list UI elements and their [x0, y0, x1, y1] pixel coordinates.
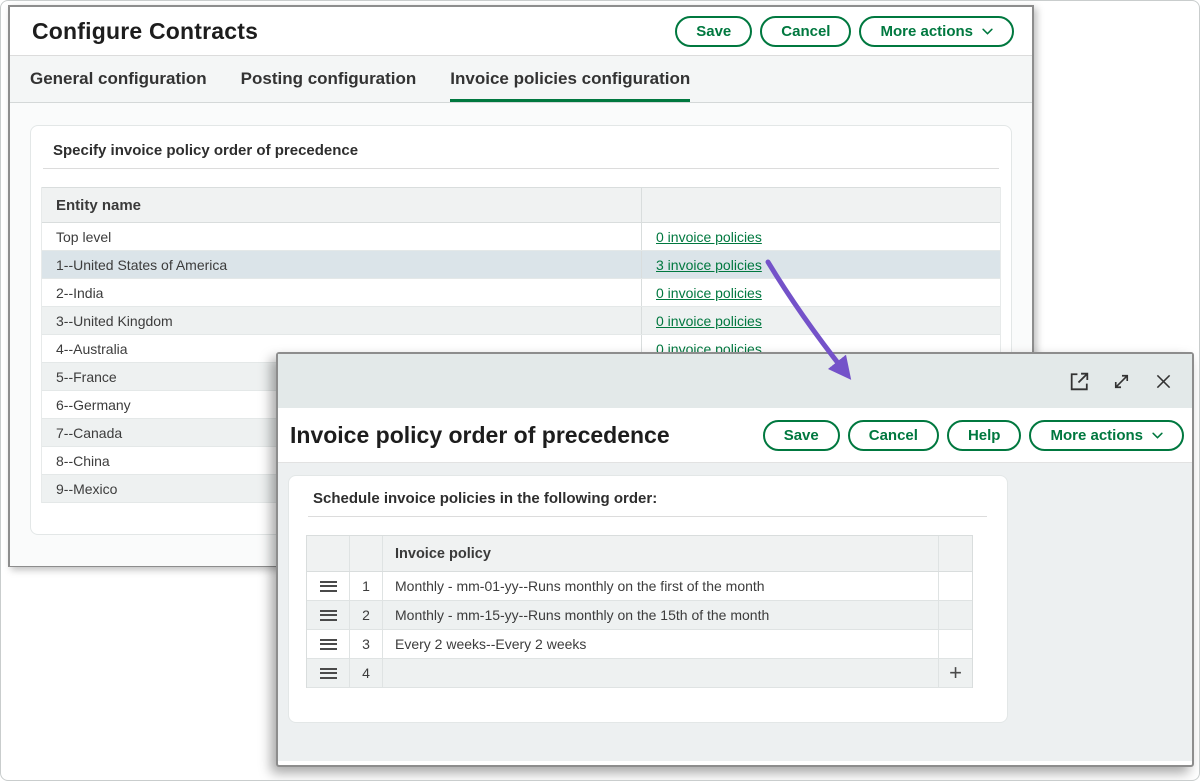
- entity-name-cell: 4--Australia: [56, 340, 128, 357]
- policy-table-header: Invoice policy: [307, 536, 972, 572]
- modal-title-bar: [278, 354, 1192, 408]
- entity-name-cell: Top level: [56, 228, 112, 245]
- drag-handle-icon: [319, 609, 337, 621]
- window-header: Configure Contracts Save Cancel More act…: [10, 7, 1032, 55]
- drag-handle-icon: [319, 580, 337, 592]
- policy-row: 3 Every 2 weeks--Every 2 weeks: [307, 630, 972, 659]
- drag-column-header: [307, 536, 349, 571]
- drag-handle[interactable]: [307, 572, 349, 600]
- order-number: 3: [349, 630, 382, 658]
- open-in-new-window-icon: [1070, 372, 1088, 390]
- table-row-selected: 1--United States of America 3 invoice po…: [42, 251, 1000, 279]
- modal-more-actions-button[interactable]: More actions: [1029, 419, 1184, 451]
- policy-name-cell[interactable]: Monthly - mm-01-yy--Runs monthly on the …: [382, 572, 938, 600]
- policy-name-cell[interactable]: [382, 659, 938, 687]
- invoice-policies-link[interactable]: 0 invoice policies: [656, 284, 762, 301]
- entity-name-cell: 8--China: [56, 452, 110, 469]
- entity-name-cell: 2--India: [56, 284, 104, 301]
- invoice-policies-link[interactable]: 0 invoice policies: [656, 312, 762, 329]
- invoice-policy-order-modal: Invoice policy order of precedence Save …: [276, 352, 1194, 767]
- entity-name-cell: 9--Mexico: [56, 480, 118, 497]
- drag-handle[interactable]: [307, 630, 349, 658]
- modal-more-actions-label: More actions: [1050, 426, 1143, 444]
- modal-help-button[interactable]: Help: [946, 419, 1022, 451]
- entity-name-cell: 6--Germany: [56, 396, 131, 413]
- drag-handle[interactable]: [307, 601, 349, 629]
- invoice-policies-link[interactable]: 0 invoice policies: [656, 228, 762, 245]
- order-number: 4: [349, 659, 382, 687]
- tab-general-configuration[interactable]: General configuration: [30, 69, 207, 88]
- section-title: Specify invoice policy order of preceden…: [53, 142, 359, 159]
- expand-diagonal-icon: [1114, 374, 1128, 388]
- entity-table-header: Entity name: [42, 187, 1000, 223]
- chevron-down-icon: [1152, 432, 1163, 439]
- close-button[interactable]: [1150, 368, 1176, 394]
- entity-name-header: Entity name: [56, 196, 142, 214]
- header-actions: Save Cancel More actions: [675, 15, 1014, 47]
- close-icon: [1156, 374, 1170, 388]
- entity-name-cell: 3--United Kingdom: [56, 312, 173, 329]
- modal-section-divider: [308, 516, 987, 517]
- modal-save-button[interactable]: Save: [762, 419, 840, 451]
- expand-button[interactable]: [1108, 368, 1134, 394]
- chevron-down-icon: [982, 28, 993, 35]
- invoice-policies-link[interactable]: 3 invoice policies: [656, 256, 762, 273]
- drag-handle-icon: [319, 638, 337, 650]
- schedule-card: Schedule invoice policies in the followi…: [288, 475, 1008, 723]
- policy-name-cell[interactable]: Every 2 weeks--Every 2 weeks: [382, 630, 938, 658]
- policies-column-header: [641, 188, 1000, 222]
- modal-cancel-button[interactable]: Cancel: [847, 419, 939, 451]
- policy-row-empty: 4 +: [307, 659, 972, 688]
- more-actions-label: More actions: [880, 22, 973, 40]
- cancel-button[interactable]: Cancel: [760, 15, 852, 47]
- order-number: 2: [349, 601, 382, 629]
- save-button[interactable]: Save: [675, 15, 753, 47]
- drag-handle[interactable]: [307, 659, 349, 687]
- order-number: 1: [349, 572, 382, 600]
- modal-header: Invoice policy order of precedence Save …: [278, 408, 1192, 463]
- modal-section-title: Schedule invoice policies in the followi…: [313, 490, 658, 507]
- policy-row: 1 Monthly - mm-01-yy--Runs monthly on th…: [307, 572, 972, 601]
- order-column-header: [349, 536, 382, 571]
- more-actions-button[interactable]: More actions: [859, 15, 1014, 47]
- drag-handle-icon: [319, 667, 337, 679]
- row-action-cell: [938, 572, 972, 600]
- policy-order-table: Invoice policy 1 Monthly - mm-01-yy--Run…: [306, 535, 973, 688]
- modal-body: Schedule invoice policies in the followi…: [278, 463, 1192, 761]
- popout-button[interactable]: [1066, 368, 1092, 394]
- modal-actions: Save Cancel Help More actions: [762, 419, 1184, 451]
- policy-row: 2 Monthly - mm-15-yy--Runs monthly on th…: [307, 601, 972, 630]
- page-title: Configure Contracts: [32, 17, 259, 44]
- tab-posting-configuration[interactable]: Posting configuration: [240, 69, 417, 88]
- row-action-cell: [938, 630, 972, 658]
- row-action-cell: [938, 601, 972, 629]
- add-row-button[interactable]: +: [945, 662, 966, 684]
- entity-name-cell: 5--France: [56, 368, 117, 385]
- action-column-header: [938, 536, 972, 571]
- entity-name-cell: 1--United States of America: [56, 256, 228, 273]
- section-divider: [43, 168, 999, 169]
- table-row: 3--United Kingdom 0 invoice policies: [42, 307, 1000, 335]
- entity-name-cell: 7--Canada: [56, 424, 123, 441]
- tab-invoice-policies-configuration[interactable]: Invoice policies configuration: [450, 56, 691, 102]
- tab-bar: General configuration Posting configurat…: [10, 55, 1032, 103]
- table-row: 2--India 0 invoice policies: [42, 279, 1000, 307]
- table-row: Top level 0 invoice policies: [42, 223, 1000, 251]
- modal-title: Invoice policy order of precedence: [290, 421, 670, 448]
- policy-name-cell[interactable]: Monthly - mm-15-yy--Runs monthly on the …: [382, 601, 938, 629]
- invoice-policy-header: Invoice policy: [382, 536, 938, 571]
